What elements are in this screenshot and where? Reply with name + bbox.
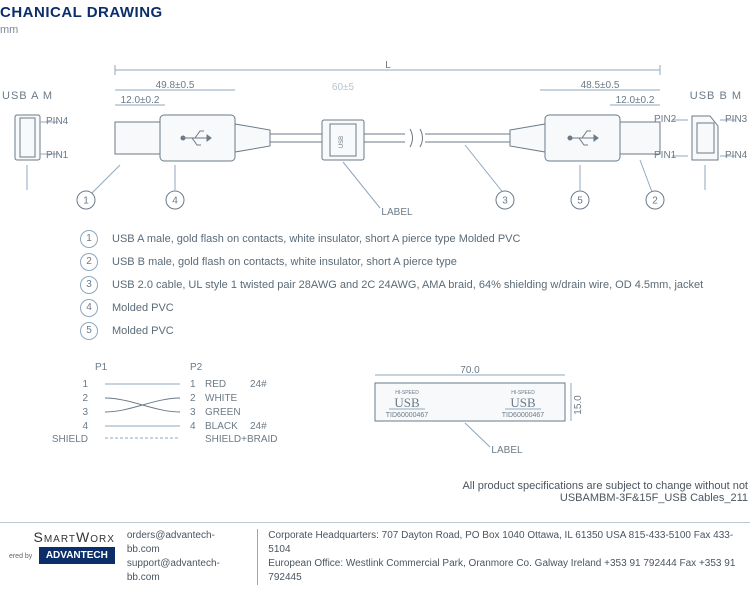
label-caption2: LABEL	[491, 445, 523, 456]
pin3-r: PIN3	[725, 114, 747, 125]
bubble-2: 2	[652, 196, 658, 207]
dim-left-outer: 49.8±0.5	[156, 80, 195, 91]
legend-num: 5	[80, 322, 98, 340]
svg-text:3: 3	[82, 407, 88, 418]
label-caption: LABEL	[381, 207, 413, 218]
dim-right-inner: 12.0±0.2	[616, 95, 655, 106]
spec-line1: All product specifications are subject t…	[462, 480, 748, 492]
legend-num: 1	[80, 230, 98, 248]
pin1-r: PIN1	[654, 150, 676, 161]
svg-text:24#: 24#	[250, 421, 267, 432]
legend-row: 3 USB 2.0 cable, UL style 1 twisted pair …	[80, 276, 730, 294]
pin2-r: PIN2	[654, 114, 676, 125]
legend-row: 1 USB A male, gold flash on contacts, whi…	[80, 230, 730, 248]
contact-emails: orders@advantech-bb.com support@advantec…	[127, 529, 258, 585]
page-footer: SmartWorx ered by ADVANTECH orders@advan…	[0, 522, 750, 585]
p2-label: P2	[190, 362, 203, 373]
conn-left-name: USB A M	[2, 90, 53, 102]
svg-text:GREEN: GREEN	[205, 407, 241, 418]
unit-label: mm	[0, 24, 18, 36]
svg-text:4: 4	[190, 421, 196, 432]
dim-overall: L	[385, 60, 391, 71]
brand-smartworx: SmartWorx	[0, 529, 115, 545]
powered-by: ered by	[9, 553, 32, 560]
spec-note: All product specifications are subject t…	[462, 480, 748, 504]
bubble-5: 5	[577, 196, 583, 207]
wiring-diagram: P1 P2 1 2 3 4 SHIELD 1 2 3 4 RED WHITE G…	[40, 360, 290, 460]
contact-address: Corporate Headquarters: 707 Dayton Road,…	[268, 529, 750, 585]
legend-list: 1 USB A male, gold flash on contacts, whi…	[80, 230, 730, 345]
dim-center: 60±5	[332, 82, 355, 93]
svg-text:2: 2	[82, 393, 88, 404]
brand-advantech: ADVANTECH	[39, 547, 115, 564]
p1-label: P1	[95, 362, 108, 373]
svg-text:2: 2	[190, 393, 196, 404]
legend-row: 2 USB B male, gold flash on contacts, whi…	[80, 253, 730, 271]
dim-left-inner: 12.0±0.2	[121, 95, 160, 106]
bubble-4: 4	[172, 196, 178, 207]
bubble-1: 1	[83, 196, 89, 207]
svg-text:WHITE: WHITE	[205, 393, 238, 404]
svg-text:USB: USB	[510, 395, 536, 410]
dim-right-outer: 48.5±0.5	[581, 80, 620, 91]
mechanical-drawing: L 49.8±0.5 12.0±0.2 60±5 48.5±0.5 12.0±0…	[0, 60, 750, 220]
svg-text:1: 1	[82, 379, 88, 390]
svg-text:SHIELD: SHIELD	[52, 434, 88, 445]
hq-line: Corporate Headquarters: 707 Dayton Road,…	[268, 529, 750, 557]
svg-text:24#: 24#	[250, 379, 267, 390]
svg-text:BLACK: BLACK	[205, 421, 238, 432]
legend-row: 4 Molded PVC	[80, 299, 730, 317]
svg-text:1: 1	[190, 379, 196, 390]
legend-text: Molded PVC	[112, 302, 174, 314]
legend-text: Molded PVC	[112, 325, 174, 337]
legend-num: 2	[80, 253, 98, 271]
svg-text:RED: RED	[205, 379, 226, 390]
pin1-l: PIN1	[46, 150, 68, 161]
legend-text: USB A male, gold flash on contacts, whit…	[112, 233, 520, 245]
svg-text:4: 4	[82, 421, 88, 432]
label-detail: 70.0 HI-SPEED USB TID60000467 HI-SPEED U…	[345, 365, 605, 468]
svg-text:USB: USB	[339, 136, 345, 148]
tid-left: TID60000467	[386, 412, 429, 419]
legend-row: 5 Molded PVC	[80, 322, 730, 340]
pin4-r: PIN4	[725, 150, 747, 161]
tid-right: TID60000467	[502, 412, 545, 419]
pin4-l: PIN4	[46, 116, 68, 127]
conn-right-name: USB B M	[690, 90, 742, 102]
spec-line2: USBAMBM-3F&15F_USB Cables_211	[462, 492, 748, 504]
legend-num: 4	[80, 299, 98, 317]
label-w: 70.0	[460, 365, 480, 376]
bubble-3: 3	[502, 196, 508, 207]
email-orders: orders@advantech-bb.com	[127, 529, 247, 557]
svg-text:3: 3	[190, 407, 196, 418]
label-h: 15.0	[573, 395, 584, 415]
svg-text:SHIELD+BRAID: SHIELD+BRAID	[205, 434, 278, 445]
email-support: support@advantech-bb.com	[127, 557, 247, 585]
eu-line: European Office: Westlink Commercial Par…	[268, 557, 750, 585]
legend-text: USB 2.0 cable, UL style 1 twisted pair 2…	[112, 279, 703, 291]
legend-text: USB B male, gold flash on contacts, whit…	[112, 256, 457, 268]
legend-num: 3	[80, 276, 98, 294]
page-title: CHANICAL DRAWING	[0, 4, 163, 21]
svg-text:USB: USB	[394, 395, 420, 410]
